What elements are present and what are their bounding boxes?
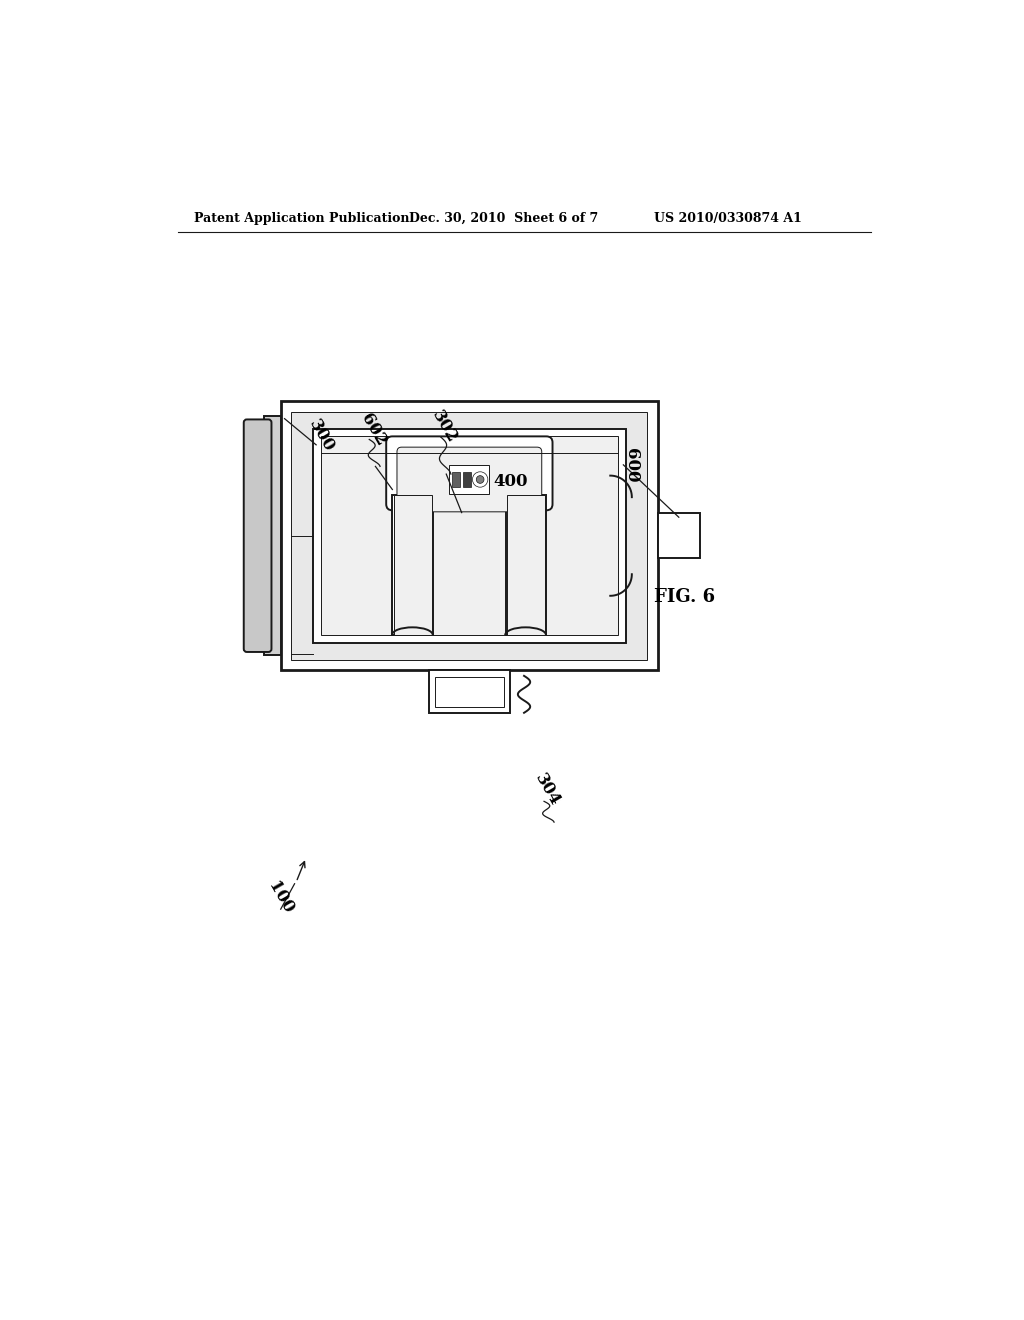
- Text: 300: 300: [305, 416, 338, 455]
- Text: US 2010/0330874 A1: US 2010/0330874 A1: [654, 213, 802, 224]
- Text: 600: 600: [623, 447, 640, 482]
- Bar: [281, 401, 658, 671]
- FancyBboxPatch shape: [244, 420, 271, 652]
- Bar: [313, 429, 626, 643]
- Circle shape: [472, 471, 487, 487]
- Text: 400: 400: [494, 473, 527, 490]
- Bar: [450, 465, 489, 494]
- FancyBboxPatch shape: [386, 437, 553, 511]
- Bar: [453, 471, 460, 487]
- Text: Patent Application Publication: Patent Application Publication: [194, 213, 410, 224]
- Bar: [435, 677, 504, 706]
- Bar: [321, 437, 617, 635]
- Text: FIG. 6: FIG. 6: [654, 589, 716, 606]
- Text: Dec. 30, 2010  Sheet 6 of 7: Dec. 30, 2010 Sheet 6 of 7: [410, 213, 599, 224]
- Circle shape: [476, 475, 484, 483]
- Text: 100: 100: [265, 878, 297, 917]
- Text: 602: 602: [357, 411, 389, 449]
- Bar: [429, 671, 510, 713]
- Bar: [506, 495, 547, 635]
- Bar: [507, 495, 545, 635]
- Bar: [292, 412, 647, 660]
- Bar: [394, 495, 432, 635]
- Text: 302: 302: [429, 407, 461, 446]
- FancyBboxPatch shape: [397, 447, 542, 512]
- Text: 304: 304: [531, 771, 564, 809]
- Bar: [264, 416, 281, 655]
- Bar: [392, 495, 433, 635]
- Bar: [463, 471, 471, 487]
- Bar: [658, 513, 700, 558]
